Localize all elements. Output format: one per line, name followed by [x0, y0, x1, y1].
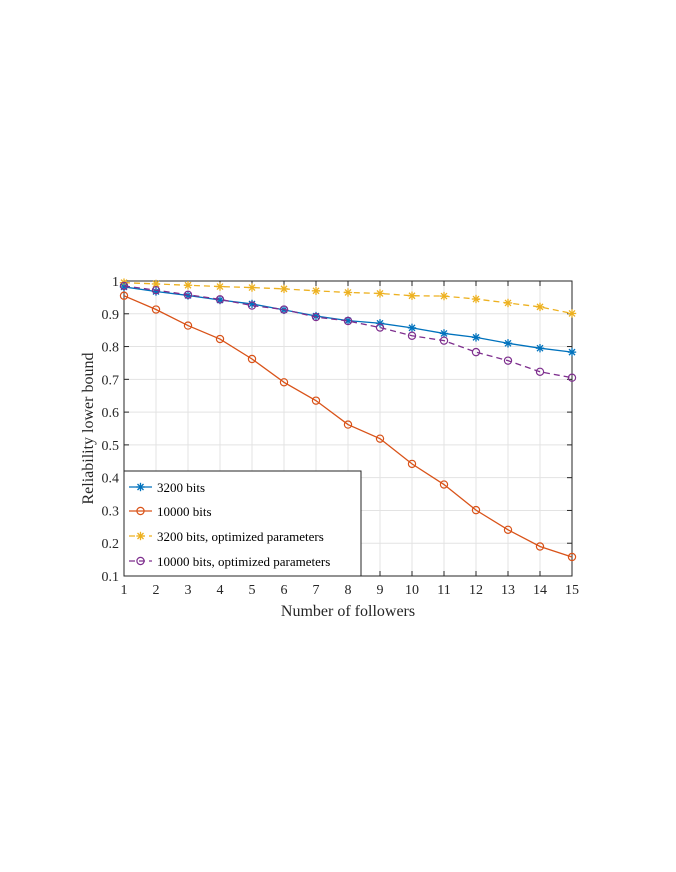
legend-label: 10000 bits, optimized parameters: [157, 554, 330, 569]
y-tick-label: 0.8: [102, 341, 120, 356]
x-tick-label: 11: [437, 583, 450, 598]
data-point: [119, 291, 129, 300]
data-point: [343, 420, 353, 429]
data-point: [503, 298, 513, 308]
legend-box: [123, 470, 362, 577]
data-point: [215, 282, 225, 291]
x-tick-label: 13: [501, 583, 515, 598]
legend-label: 3200 bits: [157, 480, 205, 495]
y-tick-label: 0.2: [102, 537, 120, 552]
y-tick-label: 0.1: [102, 570, 120, 585]
data-point: [567, 373, 577, 382]
data-point: [471, 294, 481, 304]
data-point: [439, 480, 449, 489]
x-tick-label: 15: [565, 583, 579, 598]
legend-marker: [136, 556, 145, 566]
data-point: [439, 329, 449, 338]
data-point: [535, 542, 545, 551]
data-point: [375, 319, 385, 328]
data-point: [407, 291, 417, 300]
x-tick-label: 14: [533, 583, 547, 598]
data-point: [151, 285, 161, 295]
data-point: [311, 312, 321, 322]
x-tick-label: 3: [185, 583, 192, 598]
x-tick-label: 10: [405, 583, 419, 598]
legend: 3200 bits 10000 bits 3200 bits, optimized …: [123, 470, 362, 577]
data-point: [503, 339, 513, 348]
data-point: [567, 347, 577, 357]
x-tick-label: 1: [121, 583, 128, 598]
legend-label: 3200 bits, optimized parameters: [157, 529, 324, 544]
data-point: [567, 552, 577, 562]
data-point: [279, 284, 289, 294]
data-point: [215, 334, 225, 344]
legend-item: 10000 bits, optimized parameters: [129, 554, 330, 569]
series-group: [119, 278, 577, 562]
data-point: [375, 289, 385, 298]
legend-marker: [136, 506, 145, 516]
data-point: [119, 281, 129, 291]
data-point: [343, 316, 353, 326]
data-point: [503, 356, 513, 365]
data-point: [183, 321, 193, 330]
data-point: [439, 291, 449, 301]
data-point: [247, 354, 257, 364]
legend-item: 3200 bits, optimized parameters: [129, 529, 324, 544]
data-point: [215, 295, 225, 304]
series-line: [123, 295, 573, 558]
legend-marker: [136, 482, 145, 492]
data-point: [247, 301, 257, 310]
data-point: [503, 525, 513, 534]
x-tick-label: 4: [217, 583, 224, 598]
data-point: [471, 505, 481, 515]
data-point: [343, 288, 353, 297]
data-point: [439, 336, 449, 345]
data-point: [471, 347, 481, 357]
x-tick-label: 12: [469, 583, 483, 598]
data-point: [183, 281, 193, 290]
x-tick-label: 8: [345, 583, 352, 598]
y-tick-label: 0.4: [102, 472, 120, 487]
series-2: [119, 291, 577, 562]
data-point: [151, 305, 161, 314]
series-4: [119, 281, 577, 382]
x-tick-label: 7: [313, 583, 320, 598]
data-point: [535, 302, 545, 312]
data-point: [279, 305, 289, 314]
data-point: [311, 396, 321, 405]
legend-item: 10000 bits: [129, 504, 212, 519]
legend-marker: [136, 531, 145, 541]
data-point: [407, 323, 417, 333]
data-point: [311, 286, 321, 296]
data-point: [375, 434, 385, 443]
y-tick-label: 0.6: [102, 406, 120, 421]
data-point: [567, 309, 577, 318]
x-tick-label: 2: [153, 583, 160, 598]
data-point: [535, 367, 545, 376]
y-axis-label: Reliability lower bound: [80, 353, 97, 505]
data-point: [183, 290, 193, 299]
x-tick-label: 6: [281, 583, 288, 598]
y-tick-label: 0.5: [102, 439, 120, 454]
legend-label: 10000 bits: [157, 504, 212, 519]
x-axis-label: Number of followers: [281, 603, 415, 620]
series-line: [123, 285, 573, 379]
data-point: [247, 283, 257, 292]
x-tick-label: 5: [249, 583, 256, 598]
legend-item: 3200 bits: [129, 480, 205, 495]
y-tick-label: 0.9: [102, 308, 120, 323]
data-point: [407, 459, 417, 469]
data-point: [535, 343, 545, 353]
data-point: [407, 331, 417, 340]
data-point: [375, 323, 385, 332]
y-tick-label: 0.7: [102, 373, 120, 388]
x-tick-label: 9: [377, 583, 384, 598]
y-tick-label: 0.3: [102, 504, 120, 519]
data-point: [279, 378, 289, 387]
y-tick-label: 1: [112, 275, 119, 290]
data-point: [471, 333, 481, 342]
